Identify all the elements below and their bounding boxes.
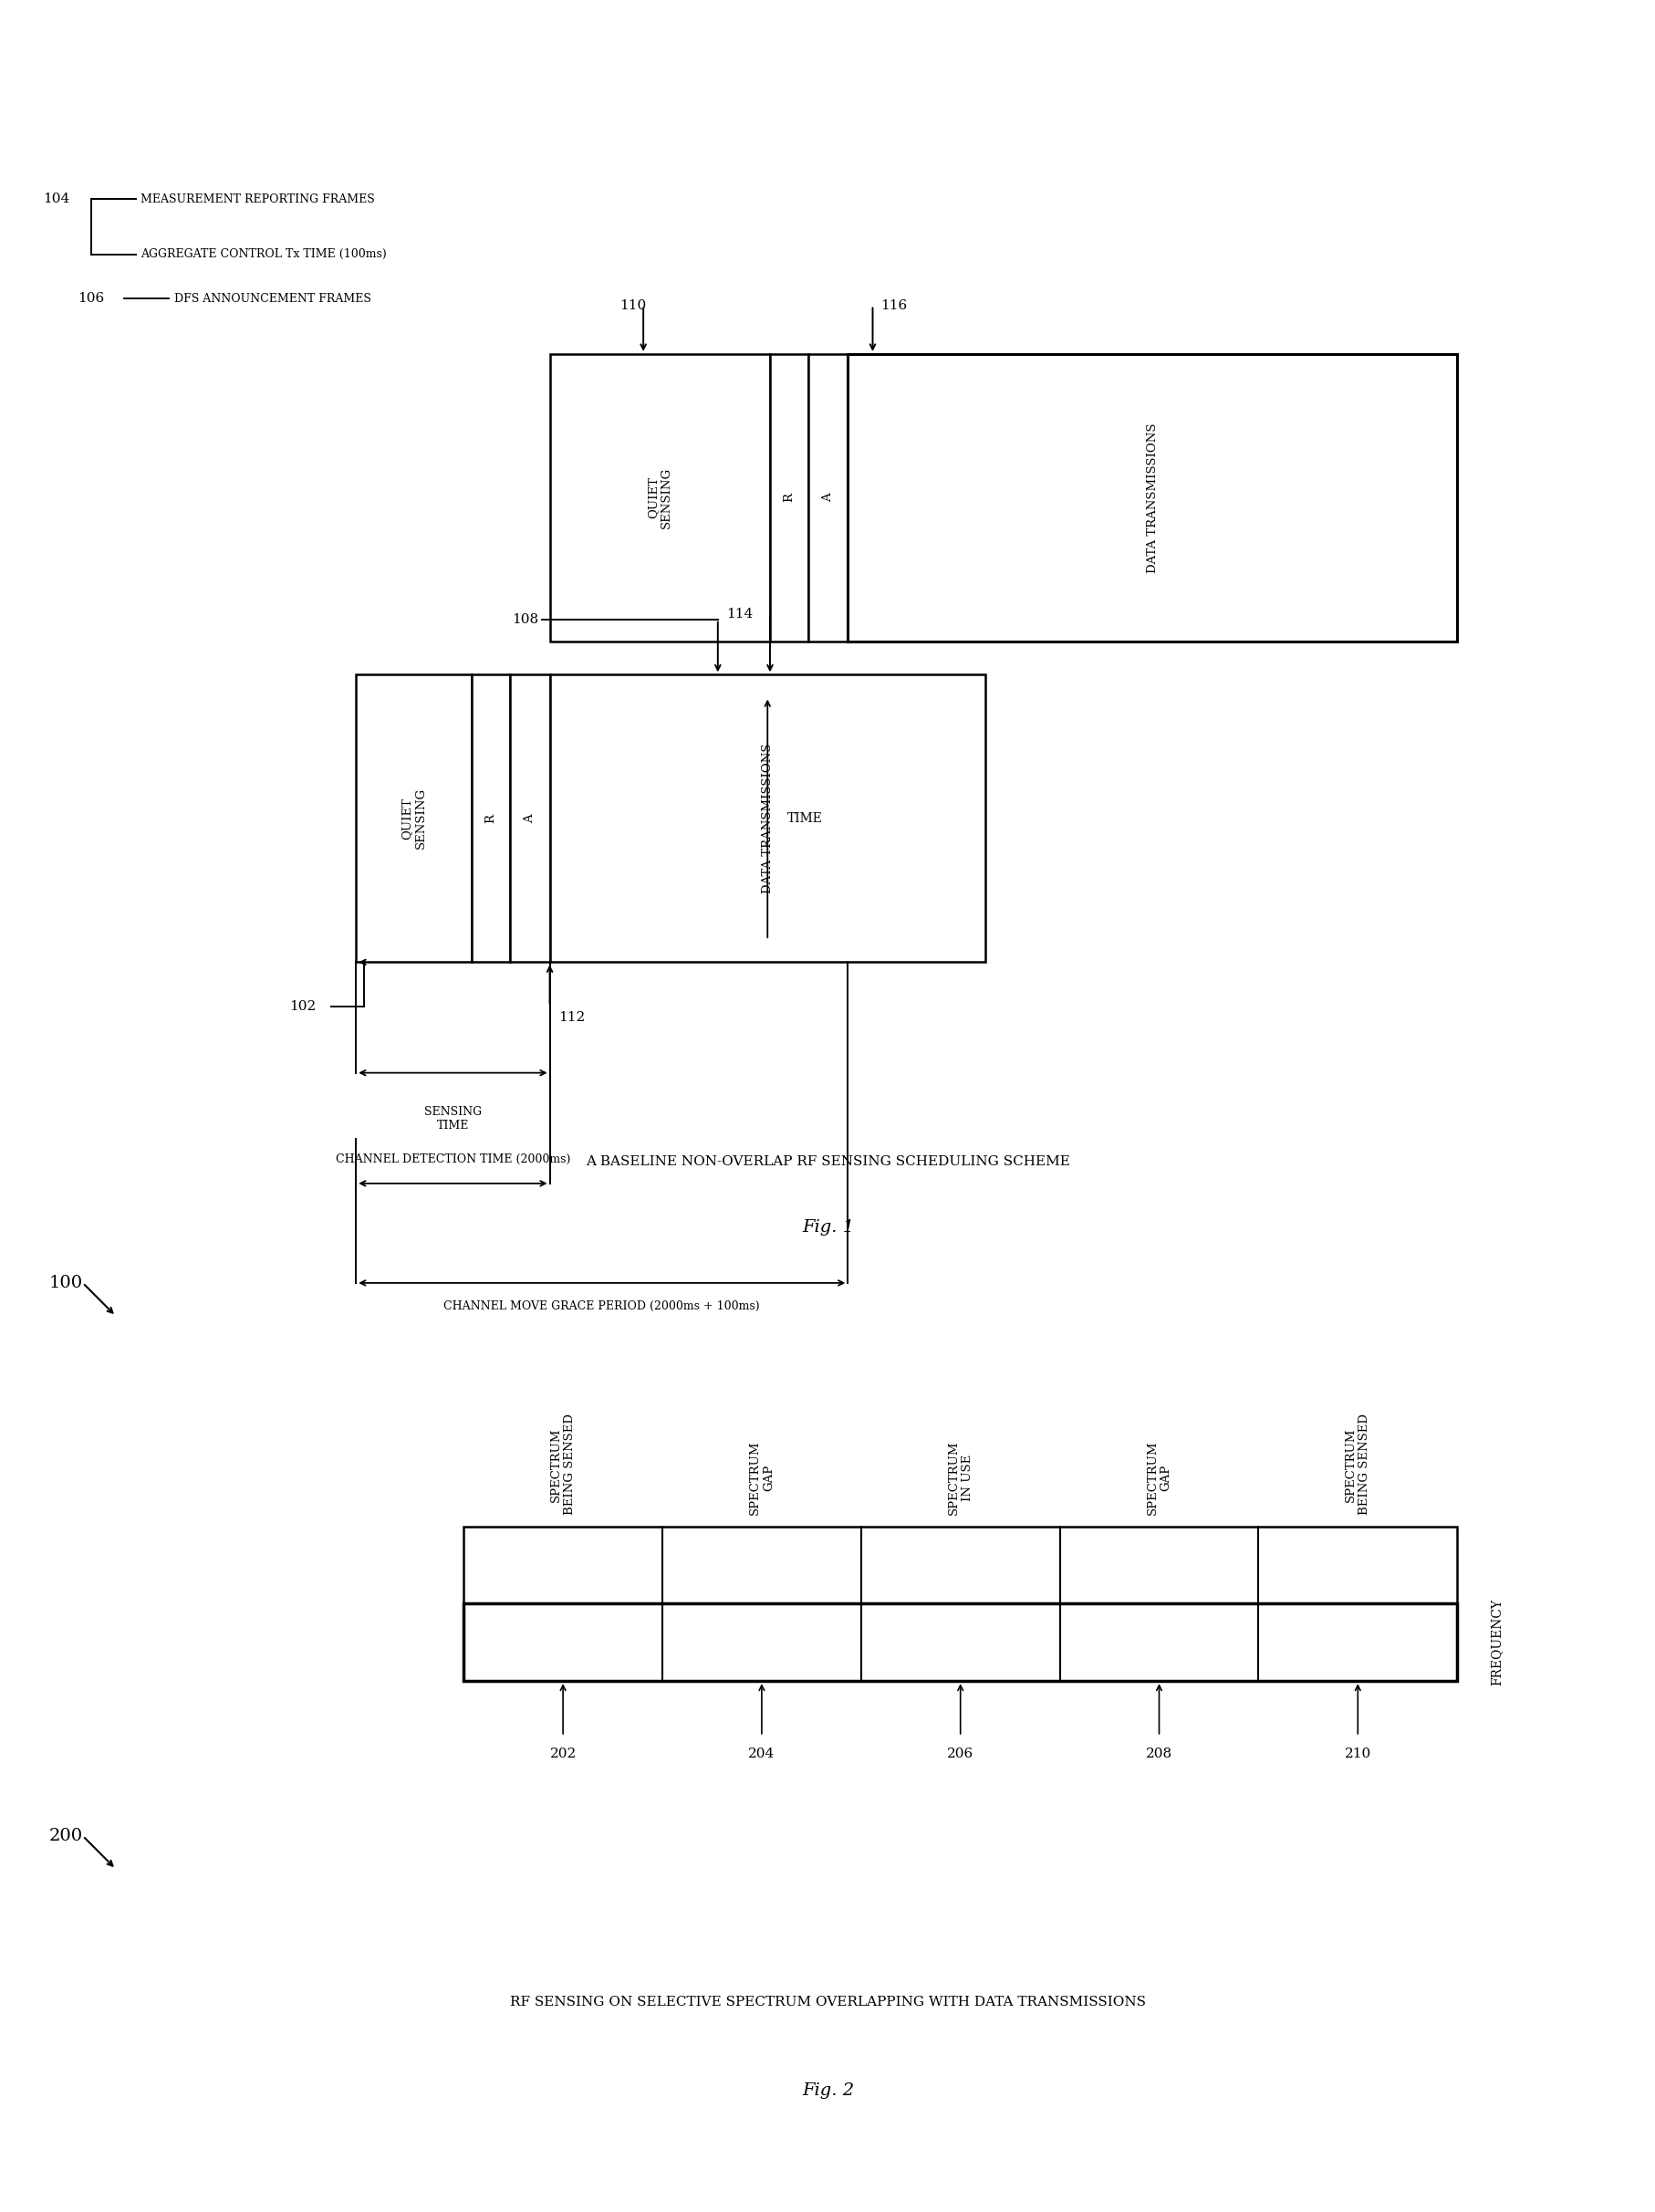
Text: 106: 106 bbox=[78, 292, 104, 305]
Text: SPECTRUM
GAP: SPECTRUM GAP bbox=[748, 1440, 775, 1515]
Bar bbox=[510, 675, 549, 962]
Text: SENSING
TIME: SENSING TIME bbox=[424, 1106, 482, 1133]
Text: A BASELINE NON-OVERLAP RF SENSING SCHEDULING SCHEME: A BASELINE NON-OVERLAP RF SENSING SCHEDU… bbox=[586, 1155, 1069, 1168]
Text: 208: 208 bbox=[1145, 1747, 1172, 1761]
Text: RF SENSING ON SELECTIVE SPECTRUM OVERLAPPING WITH DATA TRANSMISSIONS: RF SENSING ON SELECTIVE SPECTRUM OVERLAP… bbox=[510, 1995, 1145, 2008]
Text: QUIET
SENSING: QUIET SENSING bbox=[401, 787, 427, 849]
Bar bbox=[549, 675, 985, 962]
Text: R: R bbox=[485, 814, 496, 823]
Text: 108: 108 bbox=[511, 613, 538, 626]
Text: 114: 114 bbox=[727, 608, 753, 619]
Text: A: A bbox=[821, 493, 834, 502]
Bar bbox=[808, 354, 847, 641]
Text: SPECTRUM
BEING SENSED: SPECTRUM BEING SENSED bbox=[549, 1413, 576, 1515]
Text: FREQUENCY: FREQUENCY bbox=[1490, 1599, 1503, 1686]
Text: QUIET
SENSING: QUIET SENSING bbox=[647, 467, 672, 529]
Text: CHANNEL MOVE GRACE PERIOD (2000ms + 100ms): CHANNEL MOVE GRACE PERIOD (2000ms + 100m… bbox=[444, 1301, 760, 1312]
Text: 206: 206 bbox=[947, 1747, 973, 1761]
Text: 116: 116 bbox=[880, 299, 907, 312]
Text: DATA TRANSMISSIONS: DATA TRANSMISSIONS bbox=[761, 743, 773, 894]
Text: TIME: TIME bbox=[788, 812, 823, 825]
Text: DATA TRANSMISSIONS: DATA TRANSMISSIONS bbox=[1145, 422, 1158, 573]
Text: Fig. 1: Fig. 1 bbox=[801, 1219, 854, 1237]
Text: 112: 112 bbox=[558, 1011, 584, 1024]
Text: R: R bbox=[783, 493, 794, 502]
Text: 102: 102 bbox=[290, 1000, 316, 1013]
Text: 110: 110 bbox=[619, 299, 645, 312]
Text: 202: 202 bbox=[549, 1747, 576, 1761]
Bar bbox=[847, 354, 1456, 641]
Bar bbox=[472, 675, 510, 962]
Text: AGGREGATE CONTROL Tx TIME (100ms): AGGREGATE CONTROL Tx TIME (100ms) bbox=[141, 248, 387, 261]
Text: 100: 100 bbox=[50, 1274, 83, 1292]
Text: A: A bbox=[523, 814, 536, 823]
Text: 210: 210 bbox=[1344, 1747, 1370, 1761]
Text: SPECTRUM
IN USE: SPECTRUM IN USE bbox=[947, 1440, 973, 1515]
Bar bbox=[770, 354, 808, 641]
Text: DFS ANNOUNCEMENT FRAMES: DFS ANNOUNCEMENT FRAMES bbox=[174, 292, 371, 305]
Bar bbox=[356, 675, 472, 962]
Text: SPECTRUM
GAP: SPECTRUM GAP bbox=[1145, 1440, 1172, 1515]
Bar bbox=[549, 354, 770, 641]
Text: CHANNEL DETECTION TIME (2000ms): CHANNEL DETECTION TIME (2000ms) bbox=[336, 1155, 569, 1166]
Bar bbox=[463, 1604, 1456, 1681]
Text: 104: 104 bbox=[43, 192, 70, 206]
Text: 200: 200 bbox=[50, 1827, 83, 1845]
Text: SPECTRUM
BEING SENSED: SPECTRUM BEING SENSED bbox=[1344, 1413, 1370, 1515]
Text: MEASUREMENT REPORTING FRAMES: MEASUREMENT REPORTING FRAMES bbox=[141, 192, 374, 206]
Text: 204: 204 bbox=[748, 1747, 775, 1761]
Bar bbox=[463, 1526, 1456, 1604]
Text: Fig. 2: Fig. 2 bbox=[801, 2081, 854, 2099]
